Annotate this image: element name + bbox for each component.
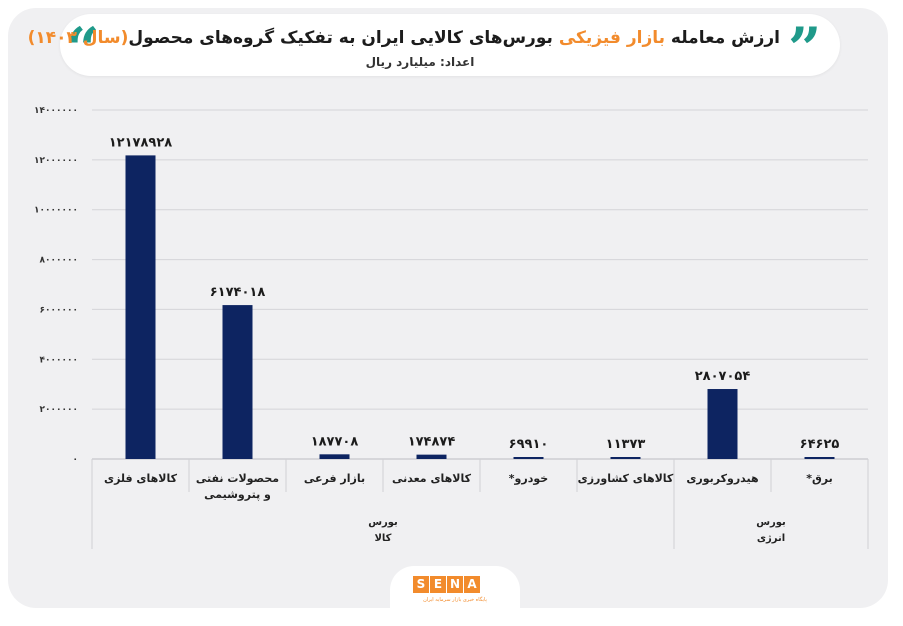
data-label: ۶۱۷۴۰۱۸ [210, 285, 266, 300]
bar [610, 457, 641, 459]
x-tick-label: کالاهای کشاورزی [578, 472, 674, 485]
group-label: بورس [368, 517, 398, 528]
x-tick-label: و پتروشیمی [204, 488, 271, 501]
quote-open-icon: “ [66, 15, 100, 83]
title-part-1: ارزش معامله [665, 28, 780, 48]
y-tick-label: ۱۲۰۰۰۰۰۰ [34, 156, 78, 166]
title-highlight: بازار فیزیکی [558, 28, 666, 48]
y-tick-label: ۰ [73, 455, 79, 465]
data-label: ۱۸۷۷۰۸ [311, 434, 359, 449]
x-tick-label: کالاهای معدنی [392, 472, 472, 485]
y-tick-label: ۱۴۰۰۰۰۰۰ [34, 106, 78, 116]
group-label: کالا [374, 533, 391, 544]
y-tick-label: ۸۰۰۰۰۰۰ [40, 256, 78, 266]
y-tick-label: ۲۰۰۰۰۰۰ [40, 405, 78, 415]
bar [707, 389, 738, 459]
group-label: بورس [756, 517, 786, 528]
x-tick-label: هیدروکربوری [686, 472, 758, 485]
chart-title: ارزش معامله بازار فیزیکی بورس‌های کالایی… [28, 28, 780, 48]
x-tick-label: برق* [806, 472, 833, 485]
data-label: ۱۱۳۷۳ [606, 437, 646, 452]
bar [416, 454, 447, 459]
bar [319, 454, 350, 459]
y-tick-label: ۴۰۰۰۰۰۰ [40, 355, 78, 365]
data-label: ۲۸۰۷۰۵۴ [695, 369, 751, 384]
group-label: انرژی [757, 533, 785, 544]
title-part-3: بورس‌های کالایی ایران به تفکیک گروه‌های … [128, 28, 559, 48]
y-tick-label: ۱۰۰۰۰۰۰۰ [34, 206, 78, 216]
quote-close-icon: ” [788, 15, 822, 83]
bar [222, 305, 253, 459]
data-label: ۶۴۶۲۵ [800, 437, 840, 452]
data-label: ۱۷۴۸۷۴ [408, 435, 456, 450]
data-label: ۶۹۹۱۰ [509, 437, 549, 452]
title-year: (سال ۱۴۰۳) [27, 28, 129, 48]
data-label: ۱۲۱۷۸۹۲۸ [109, 135, 173, 150]
y-tick-label: ۶۰۰۰۰۰۰ [40, 305, 78, 315]
bar [804, 457, 835, 459]
logo-letter: E [430, 576, 446, 593]
chart-subtitle: اعداد: میلیارد ریال [365, 55, 475, 69]
x-tick-label: کالاهای فلزی [104, 472, 178, 485]
logo-letter: S [413, 576, 429, 593]
x-tick-label: محصولات نفتی [196, 472, 279, 485]
x-tick-label: بازار فرعی [304, 472, 365, 485]
logo-tagline: پایگاه خبری بازار سرمایه ایران [423, 597, 487, 603]
logo-letter: A [464, 576, 480, 593]
x-tick-label: خودرو* [509, 472, 548, 485]
bar [125, 155, 156, 459]
logo-letter: N [447, 576, 463, 593]
title-banner [60, 14, 840, 76]
bar [513, 457, 544, 459]
